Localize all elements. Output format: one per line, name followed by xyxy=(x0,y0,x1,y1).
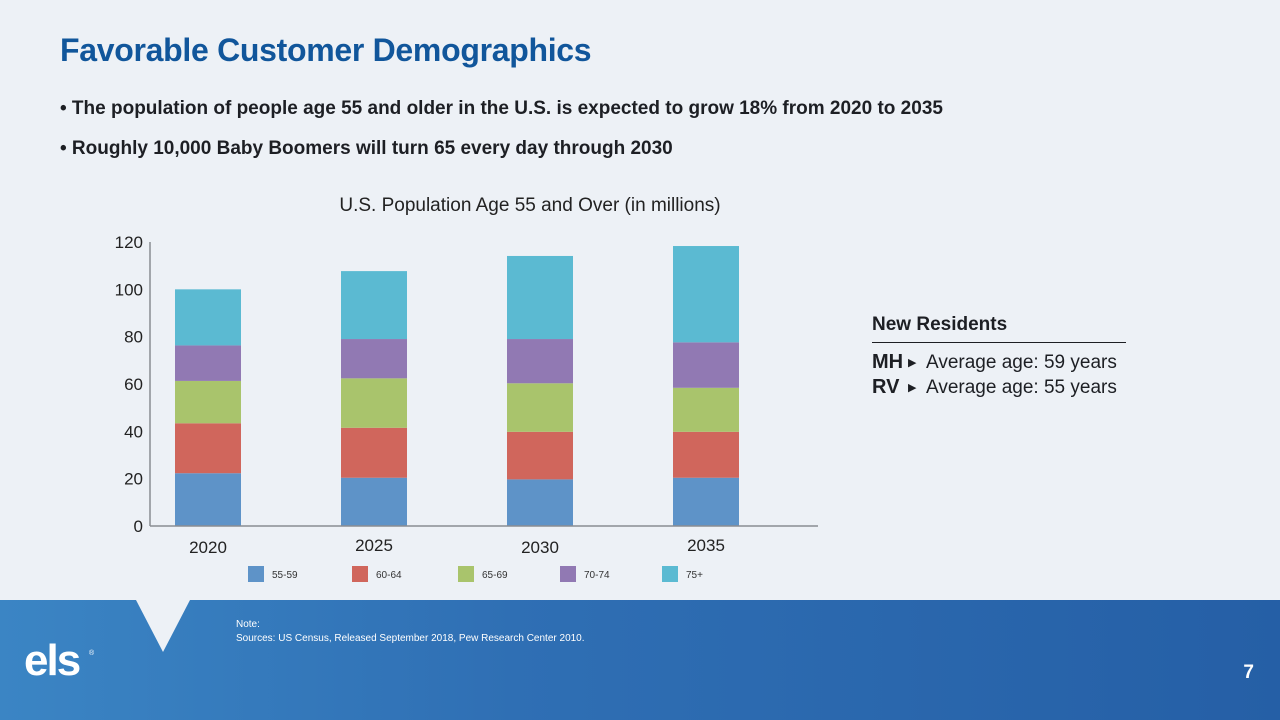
y-tick-label: 40 xyxy=(124,422,143,441)
y-tick-label: 80 xyxy=(124,328,143,347)
legend-label: 60-64 xyxy=(376,570,402,581)
footer-band xyxy=(0,600,1280,720)
x-tick-label: 2035 xyxy=(687,536,725,555)
x-tick-label: 2020 xyxy=(189,538,227,557)
bar-segment-2035-55-59 xyxy=(673,477,739,526)
chart-title: U.S. Population Age 55 and Over (in mill… xyxy=(339,195,721,216)
bar-segment-2025-55-59 xyxy=(341,477,407,526)
bar-segment-2030-75+ xyxy=(507,255,573,340)
bar-segment-2035-60-64 xyxy=(673,431,739,478)
x-tick-labels: 2020 2025 2030 2035 xyxy=(189,536,725,557)
bar-segment-2020-75+ xyxy=(175,289,241,346)
bars-layer xyxy=(175,246,739,526)
triangle-right-icon: ▶ xyxy=(908,382,917,394)
page-title: Favorable Customer Demographics xyxy=(60,32,592,68)
bullet-baby-boomers: • Roughly 10,000 Baby Boomers will turn … xyxy=(60,138,673,159)
resident-average-age: Average age: 59 years xyxy=(926,351,1117,373)
note-label: Note: xyxy=(236,619,260,630)
y-tick-label: 0 xyxy=(134,517,143,536)
chart-legend: 55-59 60-64 65-69 70-74 75+ xyxy=(248,566,703,582)
new-residents-panel: New Residents MH ▶ Average age: 59 years… xyxy=(872,314,1126,399)
resident-row-mh: MH ▶ Average age: 59 years xyxy=(872,351,1126,374)
bar-segment-2035-70-74 xyxy=(673,342,739,388)
bar-segment-2030-55-59 xyxy=(507,479,573,526)
bar-segment-2025-75+ xyxy=(341,271,407,340)
legend-swatch-55-59 xyxy=(248,566,264,582)
bullet-population-growth: • The population of people age 55 and ol… xyxy=(60,98,943,119)
y-tick-label: 20 xyxy=(124,470,143,489)
bar-segment-2035-65-69 xyxy=(673,387,739,432)
registered-mark: ® xyxy=(89,650,95,657)
x-tick-label: 2030 xyxy=(521,538,559,557)
bar-segment-2025-70-74 xyxy=(341,339,407,379)
footer-notch-triangle xyxy=(136,600,190,652)
bar-segment-2030-65-69 xyxy=(507,383,573,432)
x-tick-label: 2025 xyxy=(355,536,393,555)
resident-code: RV xyxy=(872,376,900,398)
page-number: 7 xyxy=(1243,662,1254,683)
resident-average-age: Average age: 55 years xyxy=(926,376,1117,398)
resident-row-rv: RV ▶ Average age: 55 years xyxy=(872,376,1126,399)
legend-label: 75+ xyxy=(686,570,703,581)
stacked-bar-chart: 0 20 40 60 80 100 120 2020 2025 2030 2035 55-59 60… xyxy=(115,233,818,582)
bar-segment-2025-60-64 xyxy=(341,427,407,478)
legend-swatch-75+ xyxy=(662,566,678,582)
y-tick-label: 60 xyxy=(124,375,143,394)
legend-label: 65-69 xyxy=(482,570,508,581)
legend-swatch-70-74 xyxy=(560,566,576,582)
legend-swatch-60-64 xyxy=(352,566,368,582)
bar-segment-2030-60-64 xyxy=(507,431,573,480)
y-tick-label: 120 xyxy=(115,233,143,252)
new-residents-title: New Residents xyxy=(872,314,1126,343)
footer-note: Note: Sources: US Census, Released Septe… xyxy=(236,618,585,646)
legend-swatch-65-69 xyxy=(458,566,474,582)
bar-segment-2020-65-69 xyxy=(175,380,241,424)
els-logo: els xyxy=(24,636,81,685)
y-tick-labels: 0 20 40 60 80 100 120 xyxy=(115,233,143,536)
y-tick-label: 100 xyxy=(115,280,143,299)
bar-segment-2020-60-64 xyxy=(175,423,241,474)
bar-segment-2025-65-69 xyxy=(341,378,407,428)
bar-segment-2030-70-74 xyxy=(507,339,573,384)
bar-segment-2020-70-74 xyxy=(175,345,241,381)
bar-segment-2035-75+ xyxy=(673,246,739,343)
legend-label: 70-74 xyxy=(584,570,610,581)
legend-label: 55-59 xyxy=(272,570,298,581)
resident-code: MH xyxy=(872,351,904,373)
bar-segment-2020-55-59 xyxy=(175,473,241,526)
sources-text: Sources: US Census, Released September 2… xyxy=(236,633,585,644)
triangle-right-icon: ▶ xyxy=(908,357,917,369)
